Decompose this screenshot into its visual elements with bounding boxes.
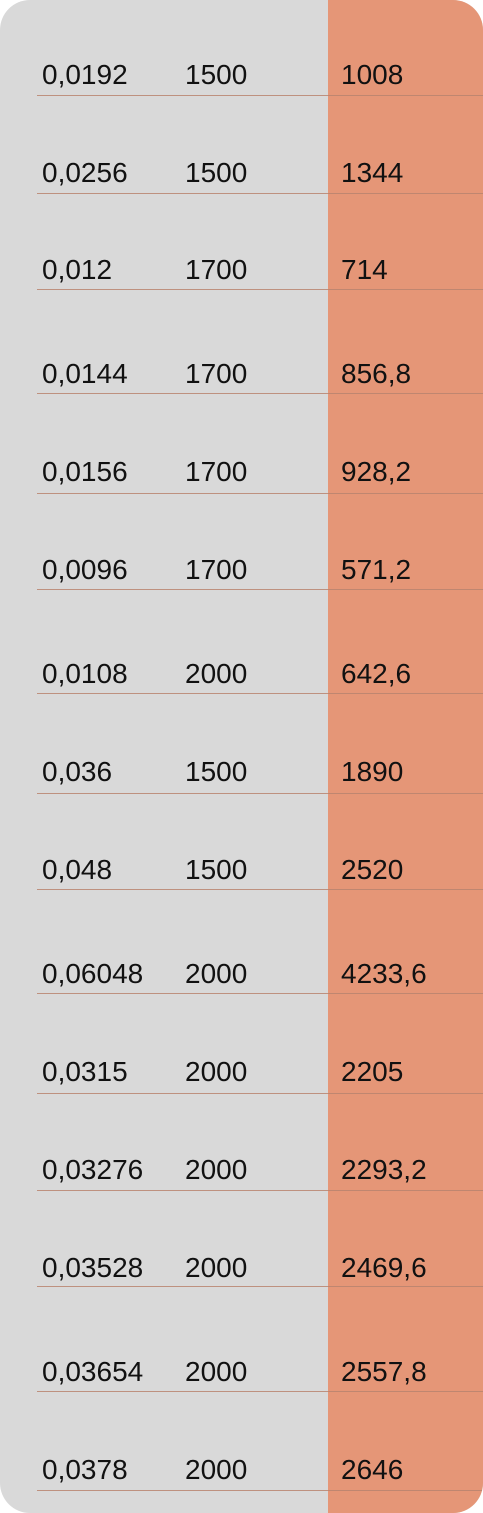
table-row: 0,012 1700 714: [0, 250, 483, 290]
cell-col-3: 2293,2: [341, 1154, 427, 1185]
cell-col-1: 0,03528: [42, 1252, 144, 1283]
table-row: 0,0256 1500 1344: [0, 153, 483, 193]
table-row: 0,048 1500 2520: [0, 850, 483, 890]
cell-col-1: 0,048: [42, 854, 113, 885]
cell-col-1: 0,0108: [42, 658, 128, 689]
cell-col-1: 0,0315: [42, 1056, 128, 1087]
cell-col-3: 1344: [341, 157, 404, 188]
table-row: 0,06048 2000 4233,6: [0, 954, 483, 994]
cell-col-2: 2000: [185, 1356, 248, 1387]
cell-col-1: 0,012: [42, 254, 113, 285]
cell-col-2: 2000: [185, 658, 248, 689]
row-divider: [37, 1490, 483, 1491]
table-row: 0,0144 1700 856,8: [0, 354, 483, 394]
cell-col-1: 0,0144: [42, 358, 128, 389]
cell-col-2: 1500: [185, 756, 248, 787]
cell-col-2: 2000: [185, 1454, 248, 1485]
cell-col-3: 2557,8: [341, 1356, 427, 1387]
cell-col-3: 4233,6: [341, 958, 427, 989]
highlighted-result-column: [328, 0, 483, 1513]
table-row: 0,0108 2000 642,6: [0, 654, 483, 694]
cell-col-1: 0,03654: [42, 1356, 144, 1387]
row-divider: [37, 393, 483, 394]
table-row: 0,0378 2000 2646: [0, 1450, 483, 1490]
cell-col-2: 2000: [185, 958, 248, 989]
cell-col-2: 2000: [185, 1154, 248, 1185]
cell-col-1: 0,0192: [42, 59, 128, 90]
row-divider: [37, 1391, 483, 1392]
table-row: 0,0156 1700 928,2: [0, 452, 483, 492]
cell-col-2: 1700: [185, 456, 248, 487]
table-row: 0,0192 1500 1008: [0, 55, 483, 95]
cell-col-2: 2000: [185, 1056, 248, 1087]
cell-col-2: 1500: [185, 59, 248, 90]
cell-col-3: 1008: [341, 59, 404, 90]
cell-col-1: 0,0256: [42, 157, 128, 188]
table-row: 0,0315 2000 2205: [0, 1052, 483, 1092]
row-divider: [37, 193, 483, 194]
row-divider: [37, 1190, 483, 1191]
cell-col-1: 0,0156: [42, 456, 128, 487]
cell-col-3: 714: [341, 254, 388, 285]
cell-col-3: 642,6: [341, 658, 412, 689]
row-divider: [37, 289, 483, 290]
row-divider: [37, 95, 483, 96]
row-divider: [37, 793, 483, 794]
cell-col-3: 571,2: [341, 554, 412, 585]
table-row: 0,0096 1700 571,2: [0, 550, 483, 590]
cell-col-1: 0,0378: [42, 1454, 128, 1485]
row-divider: [37, 693, 483, 694]
cell-col-1: 0,0096: [42, 554, 128, 585]
cell-col-3: 2520: [341, 854, 404, 885]
cell-col-3: 928,2: [341, 456, 412, 487]
table-row: 0,03276 2000 2293,2: [0, 1150, 483, 1190]
table-row: 0,03654 2000 2557,8: [0, 1352, 483, 1392]
table-row: 0,036 1500 1890: [0, 752, 483, 792]
cell-col-3: 2205: [341, 1056, 404, 1087]
row-divider: [37, 1286, 483, 1287]
row-divider: [37, 589, 483, 590]
cell-col-2: 2000: [185, 1252, 248, 1283]
cell-col-2: 1700: [185, 254, 248, 285]
cell-col-3: 2469,6: [341, 1252, 427, 1283]
cell-col-2: 1500: [185, 157, 248, 188]
cell-col-3: 1890: [341, 756, 404, 787]
cell-col-2: 1500: [185, 854, 248, 885]
cell-col-2: 1700: [185, 554, 248, 585]
row-divider: [37, 993, 483, 994]
row-divider: [37, 889, 483, 890]
row-divider: [37, 493, 483, 494]
cell-col-3: 856,8: [341, 358, 412, 389]
cell-col-3: 2646: [341, 1454, 404, 1485]
cell-col-1: 0,06048: [42, 958, 144, 989]
row-divider: [37, 1093, 483, 1094]
cell-col-2: 1700: [185, 358, 248, 389]
cell-col-1: 0,036: [42, 756, 113, 787]
cell-col-1: 0,03276: [42, 1154, 144, 1185]
table-row: 0,03528 2000 2469,6: [0, 1248, 483, 1288]
